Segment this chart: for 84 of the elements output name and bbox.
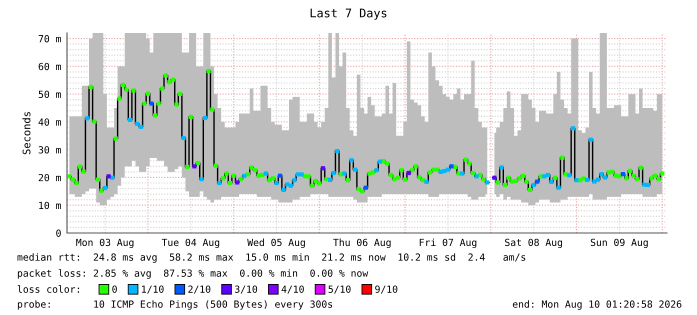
point	[646, 182, 650, 188]
x-tick-label: Mon 03 Aug	[76, 238, 134, 248]
point	[374, 168, 379, 172]
point	[242, 174, 246, 178]
point	[474, 174, 479, 178]
point	[556, 186, 561, 190]
y-axis-title: Seconds	[22, 112, 30, 154]
text: packet loss: 2.85 % avg 87.53 % max 0.00 % min 0.00 % now	[18, 269, 368, 279]
y-tick-label: 40 m	[38, 118, 61, 126]
y-tick-label: 0	[56, 230, 61, 237]
point	[299, 172, 304, 176]
point	[588, 138, 593, 142]
point	[535, 180, 540, 184]
y-tick-label: 20 m	[38, 174, 61, 182]
point	[264, 171, 268, 176]
point	[596, 178, 600, 182]
point	[106, 174, 111, 178]
point	[235, 180, 240, 185]
legend-label: 9/10	[375, 285, 398, 294]
text: end: Mon Aug 10 01:20:58 2026	[512, 300, 682, 310]
point	[288, 184, 293, 188]
point	[424, 180, 429, 184]
point	[353, 168, 358, 172]
point	[449, 164, 454, 168]
point	[438, 170, 443, 174]
point	[110, 176, 114, 180]
y-tick-label: 50 m	[38, 90, 61, 98]
legend-label: 1/10	[142, 285, 164, 294]
point	[203, 116, 208, 120]
point	[574, 178, 579, 182]
point	[542, 174, 546, 178]
x-tick-label: Wed 05 Aug	[247, 238, 305, 248]
x-tick-label: Sun 09 Aug	[590, 238, 648, 248]
point	[485, 180, 490, 185]
point	[378, 160, 382, 164]
legend-label: 3/10	[234, 285, 258, 294]
legend-label: 4/10	[282, 285, 304, 294]
legend-title: loss color:	[18, 285, 80, 293]
y-tick-label: 10 m	[39, 202, 61, 210]
point	[549, 180, 554, 184]
point	[192, 164, 196, 168]
point	[460, 171, 464, 176]
point	[332, 170, 336, 176]
point	[128, 118, 132, 122]
point	[585, 178, 590, 182]
y-tick-label: 30 m	[38, 146, 61, 154]
legend-label: 0	[112, 285, 117, 293]
point	[328, 178, 332, 182]
x-tick-label: Tue 04 Aug	[162, 238, 220, 248]
point	[546, 172, 550, 178]
point	[642, 182, 646, 187]
x-tick-label: Fri 07 Aug	[420, 238, 476, 248]
point	[135, 122, 140, 126]
point	[599, 172, 604, 176]
point	[570, 126, 576, 130]
point	[364, 186, 368, 190]
point	[335, 148, 340, 154]
text: median rtt: 24.8 ms avg 58.2 ms max 15.0 ms min 21.2 ms now 10.2 ms sd 2.4 am/s	[18, 253, 526, 263]
point	[292, 178, 296, 182]
point	[199, 177, 204, 182]
point	[406, 170, 411, 176]
point	[85, 116, 90, 120]
point	[492, 176, 496, 180]
legend-label: 5/10	[328, 285, 351, 294]
text: probe: 10 ICMP Echo Pings (500 Bytes) every 300s	[18, 300, 332, 310]
x-tick-label: Sat 08 Aug	[505, 238, 562, 248]
point	[282, 188, 286, 192]
point	[620, 172, 626, 176]
point	[499, 165, 504, 170]
x-tick-label: Thu 06 Aug	[333, 238, 391, 248]
point	[567, 173, 572, 178]
y-tick-label: 60 m	[38, 62, 61, 70]
point	[342, 171, 346, 176]
point	[320, 166, 326, 170]
legend-label: 2/10	[188, 285, 210, 294]
y-tick-label: 70 m	[38, 35, 61, 42]
point	[182, 136, 186, 140]
point	[138, 124, 143, 129]
point	[603, 175, 608, 180]
point	[278, 174, 282, 178]
point	[149, 101, 154, 106]
chart-title: Last 7 Days	[310, 8, 386, 20]
point	[349, 158, 354, 162]
point	[217, 180, 222, 186]
